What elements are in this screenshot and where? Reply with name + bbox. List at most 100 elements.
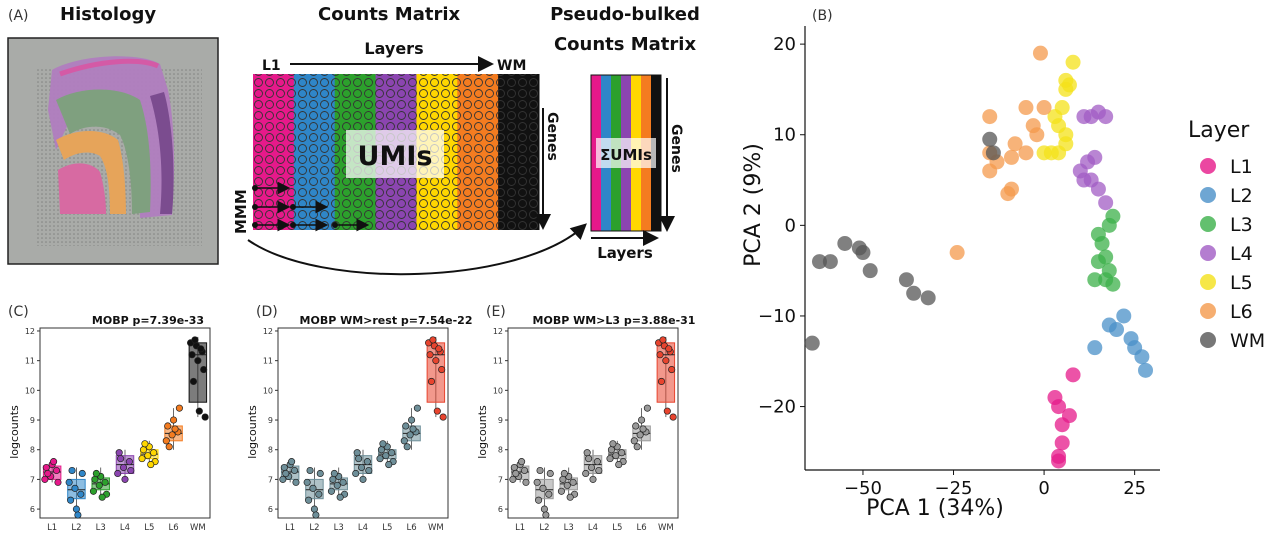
legend-swatch-l1: [1200, 158, 1216, 174]
sum-umis-box: [596, 138, 656, 168]
box-point: [330, 469, 338, 478]
box-point: [559, 475, 567, 483]
box-point: [329, 475, 337, 483]
pca-point-l6: [1018, 145, 1034, 161]
plot-frame: [507, 327, 679, 519]
box-point: [612, 452, 620, 460]
pca-x-axis-label: PCA 1 (34%): [866, 496, 1004, 521]
pca-point-l6: [1036, 100, 1052, 116]
pca-point-l2: [1109, 322, 1125, 338]
box-point: [315, 490, 323, 498]
y-tick-label: 11: [263, 357, 273, 366]
box-point: [306, 466, 314, 475]
panel-d-y-axis-label: logcounts: [246, 405, 259, 459]
pca-point-l2: [1087, 340, 1103, 356]
box-point: [125, 458, 133, 466]
pca-y-tick-label: 10: [773, 125, 796, 146]
x-tick-label: L4: [588, 523, 598, 533]
box-point: [92, 469, 100, 478]
box-point: [536, 466, 544, 475]
box-point: [587, 463, 596, 472]
y-tick-label: 7: [498, 475, 503, 484]
box-point: [607, 446, 616, 454]
y-tick-label: 9: [268, 416, 273, 425]
box-point: [589, 475, 597, 483]
pca-point-l5: [1058, 81, 1074, 97]
box-point: [403, 443, 411, 451]
box-point: [280, 463, 288, 472]
box-point: [127, 466, 135, 475]
panel-d-boxplot: 6 7 8 9 10 11 12 L1 L2 L3 L4 L5 L6 WM: [263, 327, 449, 533]
box-point: [95, 481, 103, 489]
pca-x-tick-label: −25: [935, 478, 973, 499]
pca-point-l2: [1116, 308, 1132, 324]
pca-point-wm: [862, 263, 878, 279]
box-point: [191, 336, 199, 344]
box-point: [52, 466, 61, 475]
box-point: [309, 484, 317, 492]
legend-label-wm: WM: [1230, 330, 1265, 352]
panel-c-boxplot: 6 7 8 9 10 11 12 L1 L2 L3 L4 L5 L6 WM: [25, 327, 211, 533]
layers-label: Layers: [364, 39, 423, 58]
box-point: [413, 404, 421, 412]
box-point: [385, 461, 393, 469]
x-tick-label: L6: [636, 523, 646, 533]
pseudo-layers-label: Layers: [597, 244, 653, 262]
x-tick-label: L1: [47, 523, 57, 533]
box-point: [316, 469, 324, 478]
box-point: [194, 357, 202, 365]
side-glyph-label: MMM: [232, 189, 250, 234]
box-point: [435, 345, 443, 353]
box-point: [44, 469, 52, 478]
legend-swatch-l3: [1200, 216, 1216, 232]
plot-frame: [277, 327, 449, 519]
box-point: [288, 458, 296, 466]
box-point: [353, 449, 361, 457]
box-point: [636, 431, 644, 439]
box-point: [618, 449, 626, 457]
box-point: [65, 478, 73, 486]
box-point: [657, 377, 666, 385]
box-point: [101, 478, 109, 486]
genes-label: Genes: [544, 112, 560, 161]
box-point: [638, 416, 646, 424]
box-point: [352, 469, 360, 478]
y-tick-label: 8: [268, 446, 273, 455]
pca-point-l6: [949, 245, 965, 261]
counts-matrix-title: Counts Matrix: [318, 4, 461, 25]
wm-label: WM: [497, 58, 526, 74]
box-point: [292, 478, 300, 486]
box-point: [71, 484, 79, 492]
box-point: [566, 493, 574, 501]
box-point: [609, 440, 617, 448]
box-point: [520, 466, 529, 475]
box-point: [545, 490, 553, 498]
pca-point-wm: [906, 285, 922, 301]
box-point: [546, 469, 554, 478]
pca-point-l6: [1000, 186, 1016, 202]
panel-d: (D) MOBP WM>rest p=7.54e-22 logcounts 6 7…: [246, 304, 472, 533]
sum-umis-label: ΣUMIs: [600, 146, 652, 164]
box-point: [379, 440, 387, 448]
box-point: [165, 443, 173, 451]
pca-y-axis-label: PCA 2 (9%): [741, 143, 766, 267]
box-point: [355, 455, 363, 463]
x-tick-label: L5: [382, 523, 392, 533]
legend-title: Layer: [1188, 118, 1250, 143]
pca-scatter-plot: −50 −25 0 25 −20 −10 0 10 20: [758, 26, 1160, 499]
box-point: [171, 425, 179, 433]
x-tick-label: L4: [358, 523, 368, 533]
pca-point-l4: [1098, 109, 1114, 125]
panel-c-title: MOBP p=7.39e-33: [92, 314, 204, 327]
pca-point-l4: [1090, 181, 1106, 197]
box-point: [557, 487, 565, 495]
pca-point-l1: [1054, 435, 1070, 451]
pca-y-tick-label: 0: [785, 215, 796, 236]
box-point: [639, 425, 647, 433]
box-point: [400, 437, 408, 445]
panel-e-label: (E): [486, 304, 506, 320]
y-tick-label: 6: [30, 505, 35, 514]
pseudo-genes-label: Genes: [668, 124, 684, 173]
pseudo-bulk-arrow: [247, 223, 587, 276]
